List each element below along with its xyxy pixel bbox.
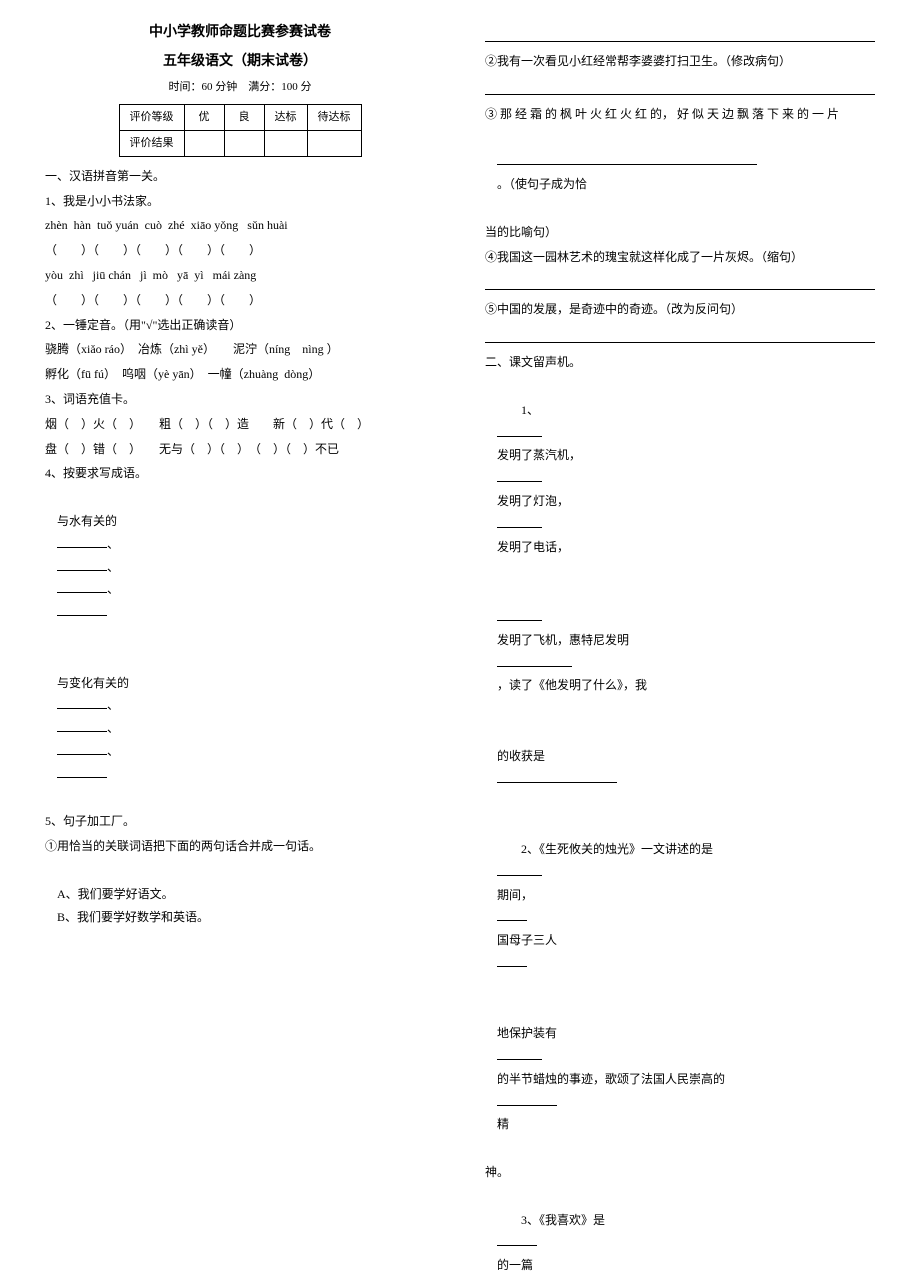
- text: 期间，: [497, 888, 533, 902]
- question-text: ④我国这一园林艺术的瑰宝就这样化成了一片灰烬。（缩句）: [485, 246, 875, 269]
- cell: [224, 130, 264, 156]
- grade-table: 评价等级 优 良 达标 待达标 评价结果: [119, 104, 362, 157]
- text: 的收获是: [497, 749, 545, 763]
- blank: [497, 425, 542, 437]
- question-text: 3、《我喜欢》是 的一篇 。《枫叶如丹》是一篇 散文。: [485, 1186, 875, 1274]
- cell: 良: [224, 105, 264, 131]
- blank-line: [485, 325, 875, 343]
- question-text: 当的比喻句）: [485, 221, 875, 244]
- blank: [497, 955, 527, 967]
- bracket-line: （ ）（ ）（ ）（ ）（ ）: [45, 239, 435, 262]
- question-text: 1、 发明了蒸汽机， 发明了灯泡， 发明了电话，: [485, 376, 875, 581]
- question-text: 1、我是小小书法家。: [45, 190, 435, 213]
- pinyin-line: zhèn hàn tuǒ yuán cuò zhé xiāo yǒng sǔn …: [45, 214, 435, 237]
- question-text: 孵化（fū fú） 呜咽（yè yān） 一幢（zhuàng dòng）: [45, 363, 435, 386]
- cell: 优: [184, 105, 224, 131]
- blank: [497, 609, 542, 621]
- question-text: ⑤中国的发展，是奇迹中的奇迹。（改为反问句）: [485, 298, 875, 321]
- text: 发明了电话，: [497, 540, 569, 554]
- cell: 评价结果: [119, 130, 184, 156]
- question-text: 盘（ ）错（ ） 无与（ ）（ ） （ ）（ ）不已: [45, 438, 435, 461]
- blank: [57, 581, 107, 593]
- question-text: 发明了飞机，惠特尼发明 ，读了《他发明了什么》，我: [485, 583, 875, 720]
- table-row: 评价结果: [119, 130, 361, 156]
- text: 国母子三人: [497, 933, 557, 947]
- question-text: 2、《生死攸关的烛光》一文讲述的是 期间， 国母子三人: [485, 815, 875, 997]
- text: 发明了灯泡，: [497, 494, 569, 508]
- text: 的一篇: [497, 1258, 533, 1272]
- label: 与水有关的: [57, 514, 141, 528]
- text: 的半节蜡烛的事迹，歌颂了法国人民崇高的: [497, 1072, 725, 1086]
- question-text: 与水有关的 、 、 、: [45, 487, 435, 647]
- blank: [497, 516, 542, 528]
- question-text: 神。: [485, 1161, 875, 1184]
- cell: [307, 130, 361, 156]
- blank: [57, 766, 107, 778]
- blank: [57, 720, 107, 732]
- label: 与变化有关的: [57, 676, 141, 690]
- table-row: 评价等级 优 良 达标 待达标: [119, 105, 361, 131]
- blank: [57, 743, 107, 755]
- pinyin-line: yòu zhì jiū chán jì mò yā yì mái zàng: [45, 264, 435, 287]
- blank-line: [485, 77, 875, 95]
- blank: [497, 771, 617, 783]
- question-text: 烟（ ）火（ ） 粗（ ）（ ）造 新（ ）代（ ）: [45, 413, 435, 436]
- question-text: A、我们要学好语文。 B、我们要学好数学和英语。: [45, 860, 435, 951]
- question-text: ①用恰当的关联词语把下面的两句话合并成一句话。: [45, 835, 435, 858]
- question-text: 2、一锤定音。（用"√"选出正确读音）: [45, 314, 435, 337]
- question-text: 。（使句子成为恰: [485, 128, 875, 219]
- question-text: 与变化有关的 、 、 、: [45, 649, 435, 809]
- section-heading: 一、汉语拼音第一关。: [45, 165, 435, 188]
- text: 3、《我喜欢》是: [521, 1213, 605, 1227]
- blank: [497, 864, 542, 876]
- blank: [497, 1234, 537, 1246]
- text: 精: [497, 1117, 509, 1131]
- cell: [264, 130, 307, 156]
- blank: [497, 153, 757, 165]
- section-heading: 二、课文留声机。: [485, 351, 875, 374]
- question-text: 地保护装有 的半节蜡烛的事迹，歌颂了法国人民崇高的 精: [485, 999, 875, 1159]
- blank: [497, 1048, 542, 1060]
- blank: [497, 1094, 557, 1106]
- blank: [57, 697, 107, 709]
- text: 地保护装有: [497, 1026, 557, 1040]
- question-text: 骁腾（xiǎo ráo） 冶炼（zhì yě） 泥泞（níng nìng ）: [45, 338, 435, 361]
- text: 2、《生死攸关的烛光》一文讲述的是: [521, 842, 713, 856]
- blank-line: [485, 24, 875, 42]
- sub-title: 五年级语文（期末试卷）: [45, 49, 435, 76]
- blank: [497, 655, 572, 667]
- bracket-line: （ ）（ ）（ ）（ ）（ ）: [45, 289, 435, 312]
- cell: [184, 130, 224, 156]
- text: 。（使句子成为恰: [497, 177, 587, 191]
- question-text: 4、按要求写成语。: [45, 462, 435, 485]
- text: 发明了蒸汽机，: [497, 448, 581, 462]
- question-text: 的收获是: [485, 722, 875, 813]
- main-title: 中小学教师命题比赛参赛试卷: [45, 20, 435, 47]
- cell: 评价等级: [119, 105, 184, 131]
- blank: [497, 909, 527, 921]
- exam-info: 时间：60 分钟 满分：100 分: [45, 77, 435, 98]
- cell: 达标: [264, 105, 307, 131]
- blank-line: [485, 272, 875, 290]
- blank: [57, 559, 107, 571]
- blank: [57, 604, 107, 616]
- question-text: 3、词语充值卡。: [45, 388, 435, 411]
- blank: [57, 536, 107, 548]
- cell: 待达标: [307, 105, 361, 131]
- text: 1、: [521, 403, 539, 417]
- option-b: B、我们要学好数学和英语。: [57, 910, 209, 924]
- text: 发明了飞机，惠特尼发明: [497, 633, 629, 647]
- option-a: A、我们要学好语文。: [57, 887, 168, 901]
- question-text: ③ 那 经 霜 的 枫 叶 火 红 火 红 的， 好 似 天 边 飘 落 下 来…: [485, 103, 875, 126]
- text: ，读了《他发明了什么》，我: [497, 678, 647, 692]
- blank: [497, 470, 542, 482]
- question-text: 5、句子加工厂。: [45, 810, 435, 833]
- question-text: ②我有一次看见小红经常帮李婆婆打扫卫生。（修改病句）: [485, 50, 875, 73]
